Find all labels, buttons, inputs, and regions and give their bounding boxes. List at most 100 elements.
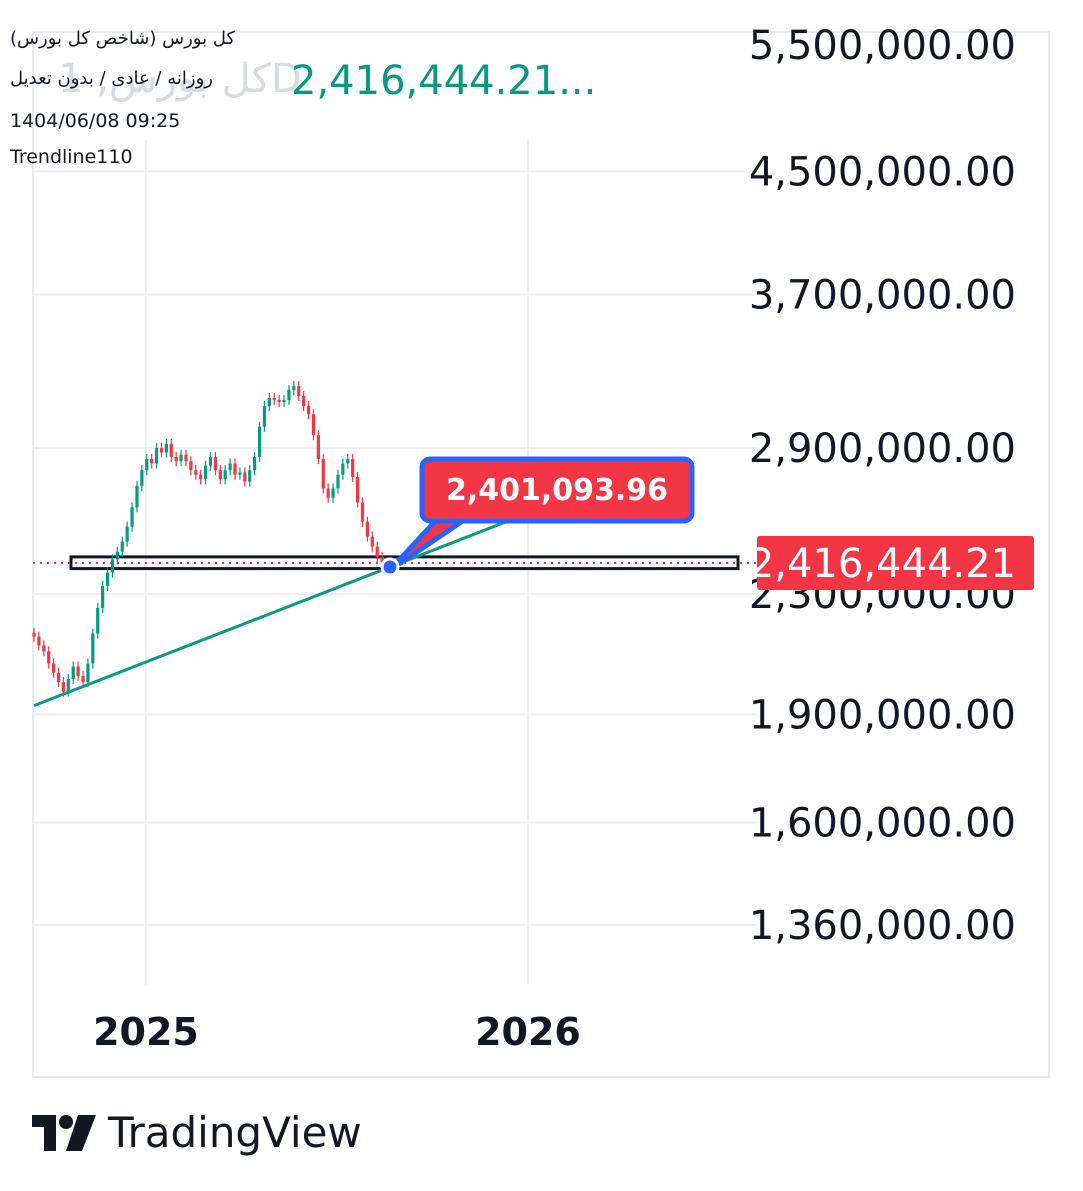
candle bbox=[326, 488, 330, 498]
candle bbox=[272, 398, 276, 401]
candle bbox=[346, 459, 350, 464]
y-tick-label: 1,360,000.00 bbox=[749, 903, 1016, 949]
candle bbox=[292, 386, 296, 391]
candle bbox=[297, 386, 301, 397]
plot-frame bbox=[32, 31, 1050, 1078]
y-tick-label: 3,700,000.00 bbox=[749, 273, 1016, 319]
x-axis-labels: 2025 2026 bbox=[93, 1010, 581, 1054]
x-tick-label: 2026 bbox=[475, 1010, 581, 1054]
candle bbox=[115, 551, 119, 560]
candle bbox=[52, 663, 56, 673]
y-tick-label: 4,500,000.00 bbox=[749, 149, 1016, 195]
candle bbox=[189, 461, 193, 471]
symbol-title[interactable]: کل بورس (شاخص کل بورس) bbox=[10, 28, 236, 49]
trendline-segment bbox=[33, 513, 526, 708]
candle bbox=[257, 426, 262, 457]
candle bbox=[125, 526, 129, 542]
symbol-watermark: کل بورس, 1D bbox=[58, 56, 302, 102]
candle bbox=[32, 632, 36, 637]
candle bbox=[164, 443, 168, 453]
candle bbox=[311, 414, 316, 436]
candle bbox=[248, 470, 252, 482]
brand-name: TradingView bbox=[108, 1108, 362, 1157]
candle bbox=[365, 521, 369, 537]
candle bbox=[76, 666, 80, 676]
candle bbox=[218, 470, 222, 480]
candle bbox=[203, 465, 208, 480]
candle bbox=[86, 663, 90, 683]
x-tick-label: 2025 bbox=[93, 1010, 199, 1054]
callout-label: 2,401,093.96 bbox=[446, 473, 668, 508]
candle bbox=[174, 456, 178, 462]
candle bbox=[360, 502, 365, 522]
candle bbox=[101, 585, 105, 608]
candle bbox=[66, 678, 70, 692]
tradingview-brand[interactable]: TradingView bbox=[32, 1108, 362, 1157]
candle bbox=[321, 459, 325, 489]
y-tick-label: 2,900,000.00 bbox=[749, 426, 1016, 472]
candle bbox=[61, 682, 66, 692]
candle bbox=[380, 556, 384, 563]
candle bbox=[120, 541, 124, 552]
candle bbox=[179, 454, 183, 462]
last-price-tag: 2,416,444.21 bbox=[749, 535, 1034, 590]
indicator-label[interactable]: Trendline110 bbox=[10, 146, 133, 168]
candle bbox=[331, 488, 335, 498]
last-price-tag-box bbox=[757, 535, 1034, 590]
candle bbox=[253, 456, 257, 471]
candle bbox=[208, 456, 213, 466]
callout-box bbox=[419, 456, 695, 524]
candle bbox=[154, 448, 159, 464]
candle bbox=[37, 636, 41, 646]
candle bbox=[375, 546, 379, 557]
candle bbox=[223, 470, 227, 480]
candle bbox=[228, 463, 232, 471]
candle bbox=[169, 443, 173, 457]
candle bbox=[110, 559, 115, 573]
candle bbox=[140, 470, 144, 487]
candle bbox=[184, 454, 188, 462]
callout-pointer bbox=[387, 513, 473, 573]
price-callout[interactable]: 2,401,093.96 bbox=[380, 456, 695, 577]
candle bbox=[370, 536, 374, 547]
candle bbox=[267, 398, 271, 407]
candle bbox=[71, 666, 75, 679]
candle bbox=[194, 470, 198, 475]
tradingview-logo-icon bbox=[32, 1114, 96, 1151]
candle bbox=[316, 435, 320, 460]
candle bbox=[105, 572, 110, 586]
interval-label[interactable]: روزانه / عادی / بدون تعدیل bbox=[10, 68, 213, 89]
candle bbox=[262, 406, 267, 427]
y-tick-label: 5,500,000.00 bbox=[749, 23, 1016, 69]
candle bbox=[287, 390, 291, 401]
candle bbox=[130, 507, 134, 527]
candles bbox=[32, 381, 389, 697]
candle bbox=[159, 448, 164, 453]
trendline[interactable] bbox=[33, 513, 526, 708]
candle bbox=[277, 400, 281, 403]
candle bbox=[243, 472, 247, 482]
candle bbox=[91, 633, 95, 664]
datetime-label: 1404/06/08 09:25 bbox=[10, 110, 181, 132]
candle bbox=[336, 474, 340, 489]
candle bbox=[42, 645, 46, 652]
last-price-tag-label: 2,416,444.21 bbox=[749, 541, 1016, 587]
candle bbox=[56, 672, 61, 683]
candle bbox=[355, 476, 360, 503]
candle bbox=[213, 456, 218, 471]
y-tick-label: 1,900,000.00 bbox=[749, 692, 1016, 738]
candle bbox=[238, 472, 242, 475]
candle bbox=[302, 396, 306, 407]
candle bbox=[233, 463, 237, 475]
candle bbox=[341, 463, 345, 475]
candle bbox=[150, 459, 154, 464]
candle bbox=[145, 459, 149, 471]
candle bbox=[135, 486, 139, 508]
grid-lines bbox=[33, 140, 757, 985]
candle bbox=[351, 459, 355, 477]
candle bbox=[306, 406, 311, 415]
candle bbox=[96, 607, 100, 634]
y-tick-label: 1,600,000.00 bbox=[749, 801, 1016, 847]
candle bbox=[81, 675, 85, 683]
